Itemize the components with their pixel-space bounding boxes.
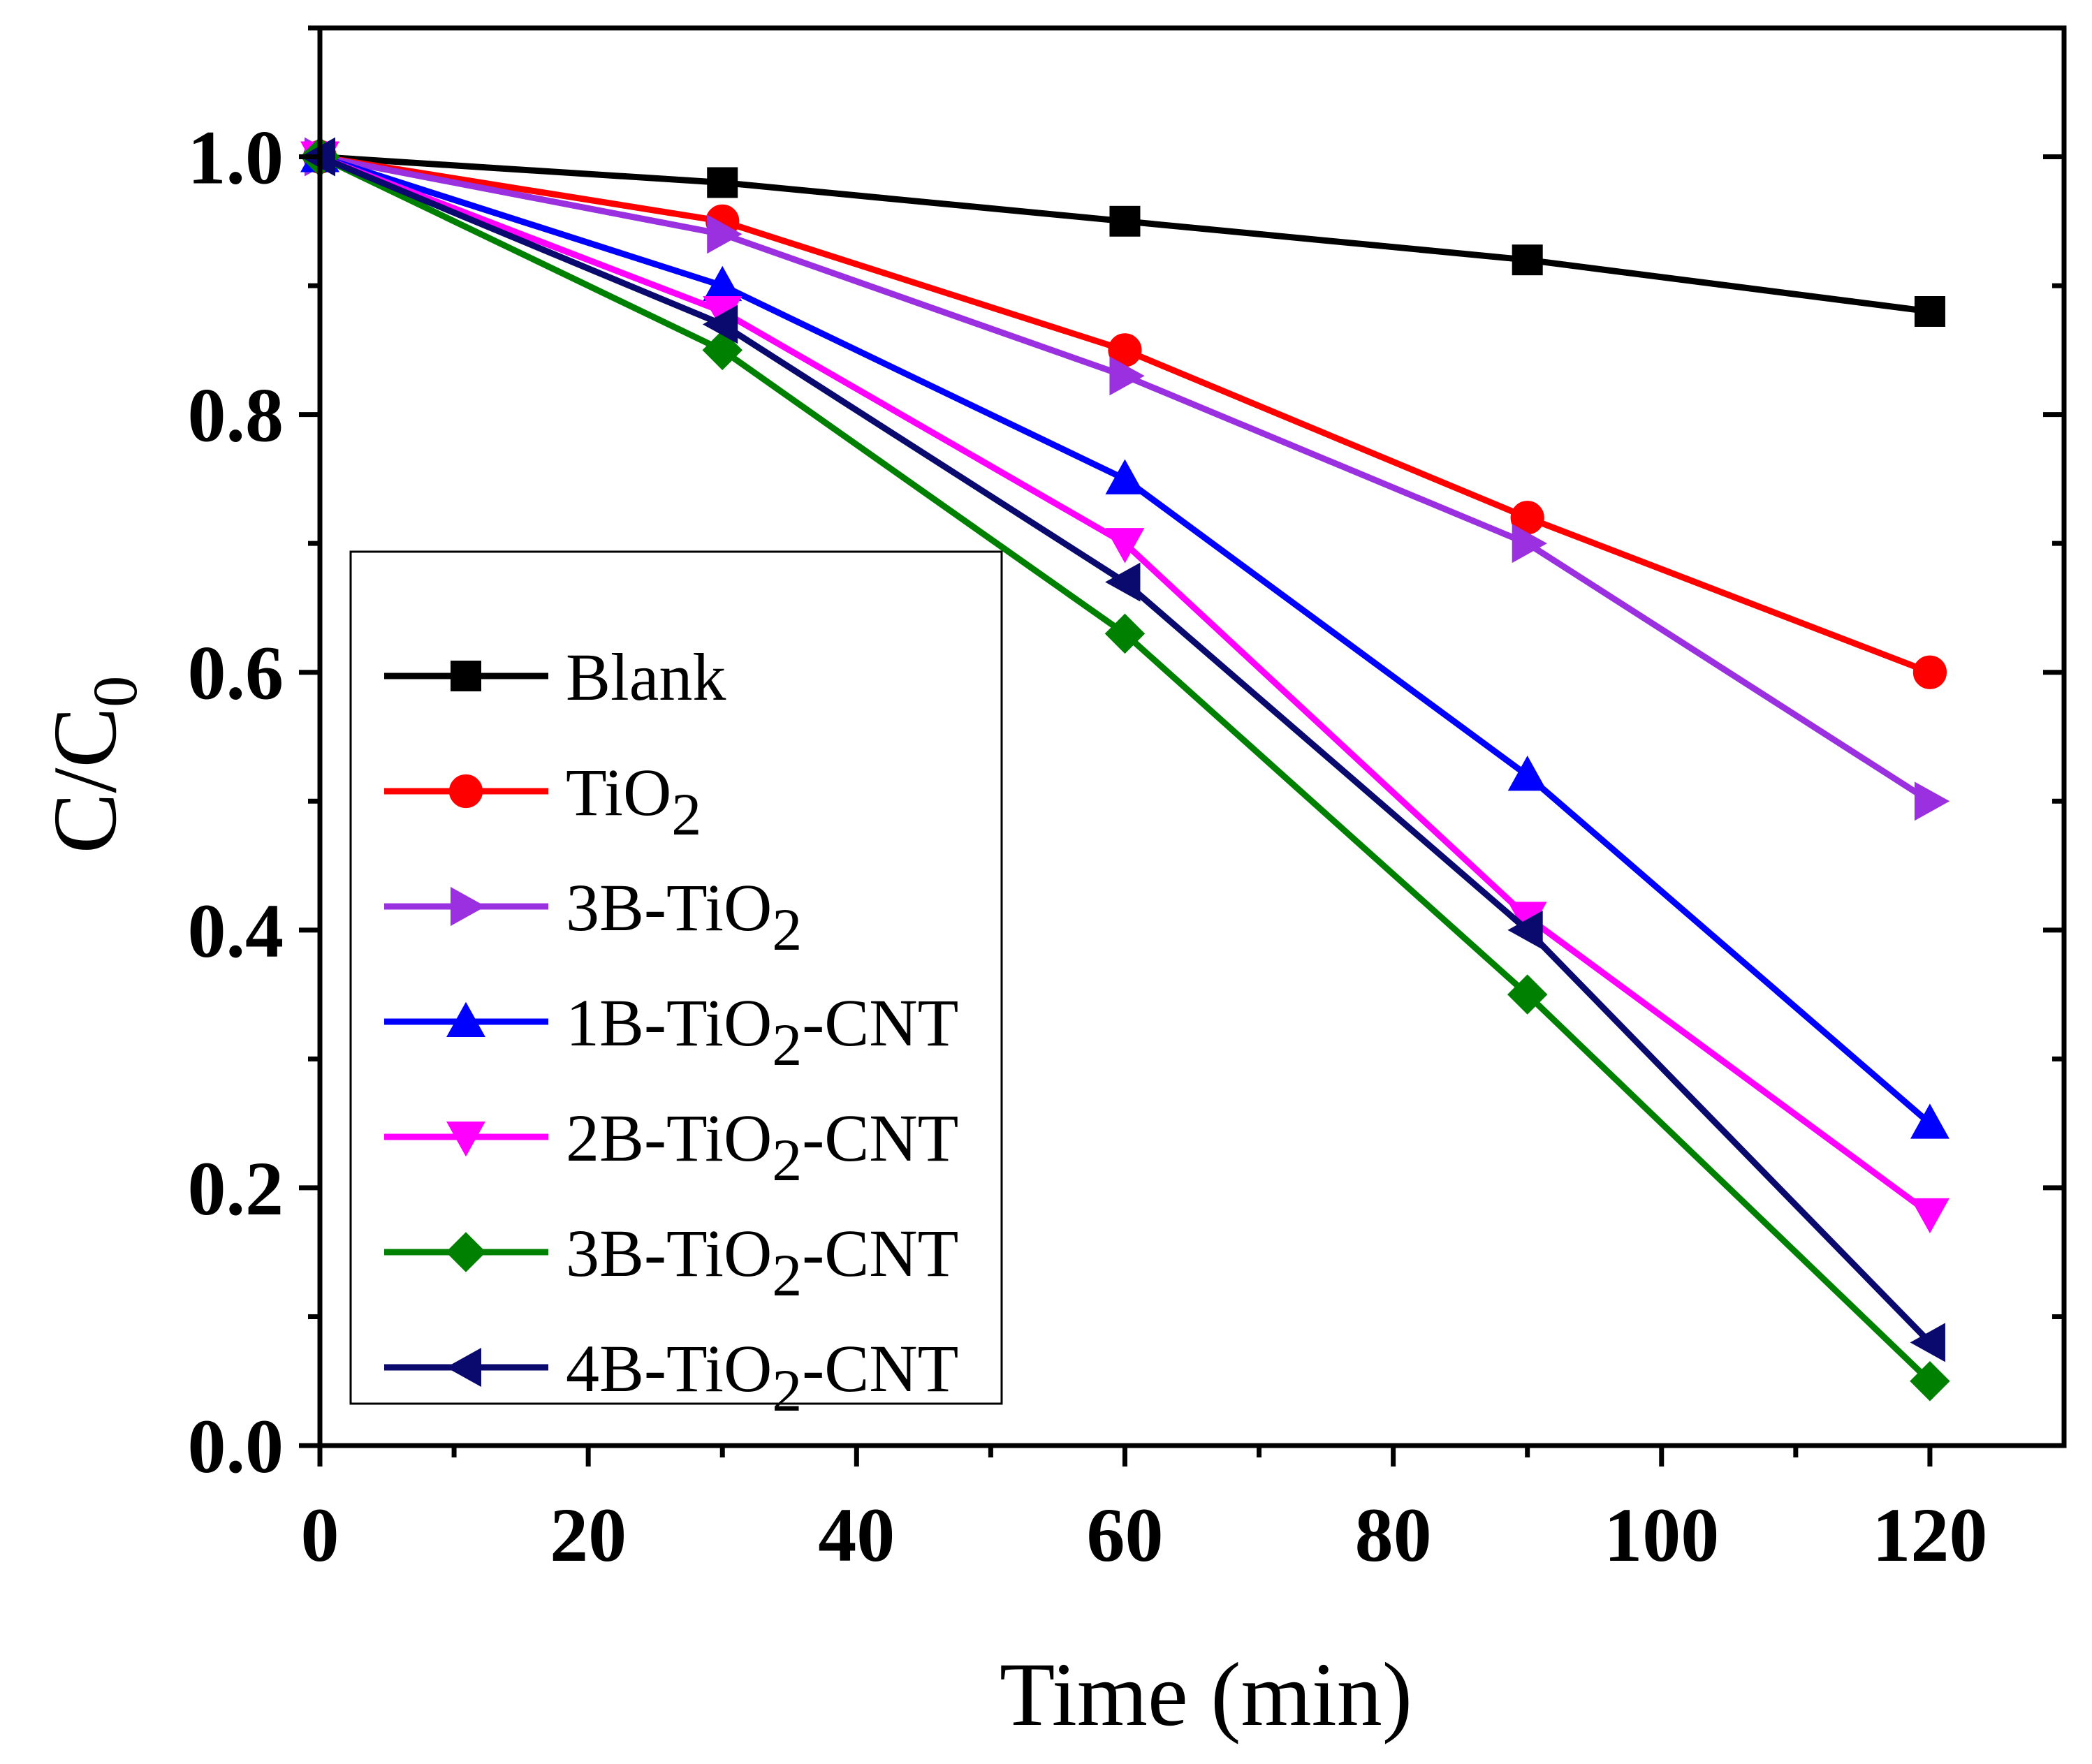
data-point <box>707 167 738 198</box>
y-tick-label: 0.0 <box>188 1404 284 1489</box>
legend-marker <box>446 1348 481 1387</box>
data-point <box>1914 296 1945 327</box>
legend-item: 3B-TiO2 <box>384 870 802 963</box>
data-point <box>1507 910 1543 950</box>
legend-label-text: Blank <box>566 640 726 714</box>
x-tick-label: 60 <box>1086 1492 1163 1578</box>
series-layer <box>300 136 1950 1402</box>
data-point <box>1910 1103 1950 1139</box>
y-tick-label: 0.6 <box>188 631 284 716</box>
axis-layer: 0 20 40 60 80 100 120 0.0 0.2 0.4 0.6 0.8 1.0 <box>188 25 2067 1578</box>
data-point <box>1104 613 1146 654</box>
legend-item: Blank <box>384 640 726 714</box>
legend-marker <box>446 1001 485 1037</box>
legend-label-text: 2B-TiO <box>566 1101 772 1175</box>
legend-label-subscript: 2 <box>772 1126 802 1193</box>
x-tick-label: 100 <box>1604 1492 1719 1578</box>
data-point <box>1912 655 1947 689</box>
series-3B-TiO2-CNT <box>300 136 1950 1402</box>
legend-label-text: 1B-TiO <box>566 985 772 1060</box>
data-point <box>1105 562 1141 602</box>
data-point <box>1512 524 1548 564</box>
y-tick-label: 0.4 <box>188 888 284 973</box>
x-axis-title: Time (min) <box>1000 1645 1412 1745</box>
data-point <box>1109 205 1141 237</box>
data-point <box>707 214 743 254</box>
data-point <box>1910 1198 1950 1234</box>
legend-label: 3B-TiO2-CNT <box>566 1216 958 1309</box>
y-tick-label: 0.8 <box>188 373 284 458</box>
x-tick-label: 20 <box>550 1492 627 1578</box>
y-tick-label: 0.2 <box>188 1146 284 1231</box>
legend-item: 3B-TiO2-CNT <box>384 1216 958 1309</box>
legend-label-text: 3B-TiO <box>566 1216 772 1291</box>
legend: BlankTiO23B-TiO21B-TiO2-CNT2B-TiO2-CNT3B… <box>349 550 1003 1424</box>
x-tick-label: 0 <box>301 1492 339 1578</box>
legend-label-subscript: 2 <box>772 896 802 963</box>
data-point <box>1105 528 1145 564</box>
legend-label: 4B-TiO2-CNT <box>566 1331 958 1424</box>
legend-item: 1B-TiO2-CNT <box>384 985 958 1078</box>
x-tick-label: 40 <box>818 1492 895 1578</box>
data-point <box>1105 459 1145 494</box>
legend-item: 4B-TiO2-CNT <box>384 1331 958 1424</box>
legend-label-text: 3B-TiO <box>566 870 772 945</box>
legend-label-subscript: 2 <box>772 1011 802 1078</box>
legend-label-text: TiO <box>566 755 671 830</box>
series-1B-TiO2-CNT <box>300 137 1950 1139</box>
y-axis-title-main: C/C <box>35 707 136 854</box>
data-point <box>702 304 738 344</box>
legend-label-subscript: 2 <box>671 781 701 848</box>
x-tick-label: 120 <box>1872 1492 1987 1578</box>
series-4B-TiO2-CNT <box>300 137 1945 1362</box>
y-axis-title-subscript: 0 <box>81 676 150 707</box>
legend-label-suffix: -CNT <box>802 1216 958 1291</box>
legend-label-suffix: -CNT <box>802 1101 958 1175</box>
legend-label-subscript: 2 <box>772 1242 802 1309</box>
legend-item: TiO2 <box>384 755 701 848</box>
legend-label: 1B-TiO2-CNT <box>566 985 958 1078</box>
data-point <box>1507 756 1547 791</box>
legend-marker <box>451 661 481 691</box>
y-tick-label: 1.0 <box>188 115 284 200</box>
legend-label-text: 4B-TiO <box>566 1331 772 1406</box>
legend-label-suffix: -CNT <box>802 1331 958 1406</box>
y-axis-title: C/C0 <box>35 676 150 854</box>
legend-label-subscript: 2 <box>772 1357 802 1424</box>
plot-frame <box>317 25 2067 1448</box>
data-point <box>1512 244 1543 276</box>
legend-label-suffix: -CNT <box>802 985 958 1060</box>
legend-item: 2B-TiO2-CNT <box>384 1101 958 1193</box>
data-point <box>1914 781 1950 821</box>
data-point <box>702 330 743 371</box>
x-tick-label: 80 <box>1355 1492 1432 1578</box>
legend-marker <box>446 1232 486 1272</box>
legend-marker <box>451 887 486 926</box>
data-point <box>1507 974 1548 1015</box>
legend-label: Blank <box>566 640 726 714</box>
legend-label: TiO2 <box>566 755 701 848</box>
data-point <box>1109 356 1145 396</box>
legend-marker <box>448 774 483 809</box>
data-point <box>1910 1361 1950 1402</box>
legend-label: 3B-TiO2 <box>566 870 802 963</box>
legend-label: 2B-TiO2-CNT <box>566 1101 958 1193</box>
data-point <box>1910 1323 1945 1362</box>
legend-marker <box>446 1122 485 1157</box>
